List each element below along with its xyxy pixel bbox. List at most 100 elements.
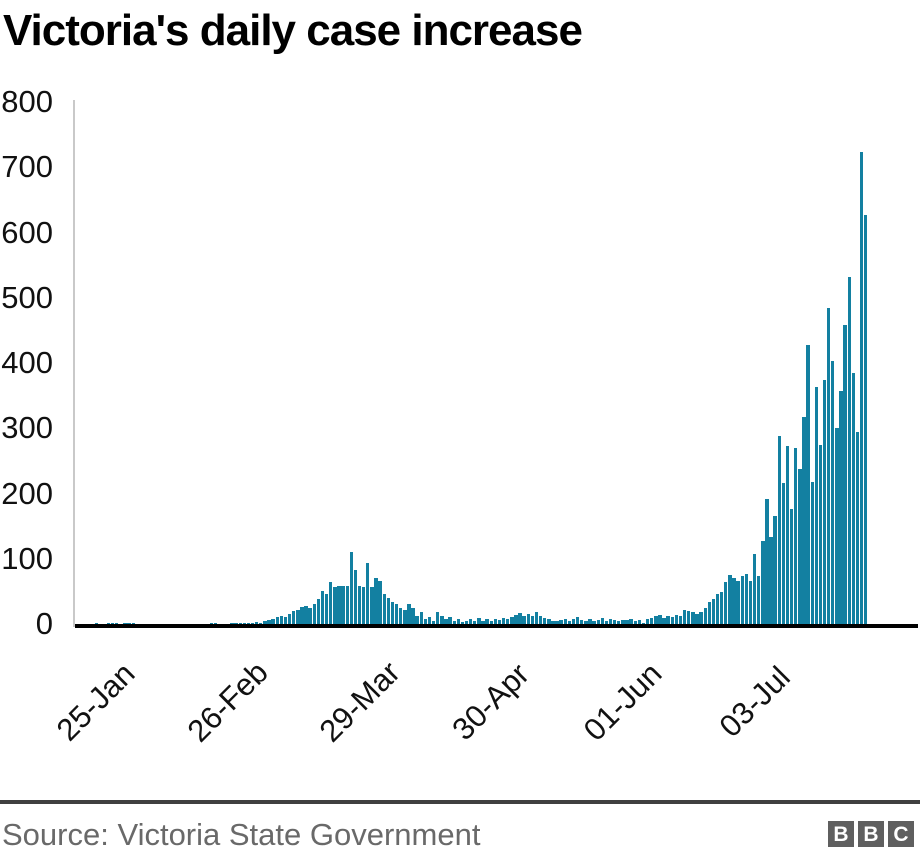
x-tick-label: 25-Jan — [49, 655, 142, 748]
bar — [386, 597, 391, 624]
bar — [794, 447, 798, 624]
bar — [250, 622, 255, 624]
bar — [382, 593, 386, 624]
bar — [678, 616, 683, 624]
bar — [588, 618, 592, 624]
bar — [547, 618, 551, 624]
bar — [773, 516, 777, 624]
bar — [324, 593, 329, 624]
bar — [423, 618, 428, 624]
bar — [715, 593, 720, 624]
bar — [106, 623, 111, 624]
bar — [592, 621, 596, 624]
bar — [596, 620, 600, 624]
bar — [473, 620, 477, 624]
x-tick-label: 26-Feb — [180, 654, 275, 749]
bar — [629, 618, 633, 624]
bar — [411, 607, 415, 624]
bar — [740, 576, 744, 624]
bar — [551, 620, 555, 624]
bar — [748, 580, 753, 624]
bbc-logo-block: B — [828, 821, 854, 847]
bar — [687, 610, 691, 624]
chart-title: Victoria's daily case increase — [3, 6, 583, 55]
bbc-logo-block: B — [858, 821, 884, 847]
y-tick-label: 200 — [1, 475, 53, 511]
bar — [320, 590, 325, 624]
bar — [271, 618, 275, 624]
bar — [530, 616, 535, 624]
bar — [699, 611, 703, 624]
bar — [691, 612, 695, 624]
bar — [403, 610, 407, 624]
bar — [436, 612, 440, 624]
bar — [456, 618, 460, 624]
bar — [94, 623, 98, 624]
bar — [781, 483, 786, 624]
bar — [329, 581, 333, 624]
bar — [744, 573, 749, 624]
bar — [292, 610, 296, 624]
bar — [526, 613, 530, 624]
bar — [366, 562, 370, 624]
bar — [485, 619, 489, 624]
y-tick-label: 800 — [1, 84, 53, 119]
bar — [711, 599, 716, 624]
bar — [370, 587, 374, 624]
bar — [789, 508, 794, 624]
bar — [361, 586, 366, 624]
bar — [682, 609, 687, 624]
bar — [493, 618, 498, 624]
bar — [279, 615, 284, 624]
bar — [477, 618, 481, 624]
bar — [518, 612, 522, 624]
bar — [650, 618, 654, 624]
bar — [267, 620, 271, 624]
bar — [522, 615, 526, 624]
bar — [571, 619, 576, 624]
bar — [695, 614, 699, 624]
bar — [814, 387, 819, 624]
bar — [617, 621, 621, 624]
y-tick-label: 100 — [1, 540, 53, 576]
bar — [514, 614, 518, 624]
bar — [641, 622, 646, 624]
bar — [300, 607, 304, 624]
y-tick-label: 700 — [1, 149, 53, 185]
bar — [563, 618, 567, 624]
bar — [246, 623, 251, 624]
bar — [468, 618, 473, 624]
bar — [448, 617, 452, 624]
bar — [234, 623, 238, 624]
bar — [769, 536, 773, 624]
bar — [534, 612, 539, 624]
bar — [859, 152, 864, 624]
bar — [263, 621, 267, 624]
bar — [559, 620, 563, 624]
bar — [333, 586, 337, 624]
bar — [259, 622, 263, 624]
bar — [555, 621, 559, 624]
bar — [304, 605, 308, 624]
bar — [777, 436, 781, 624]
bar — [115, 622, 119, 624]
bar — [600, 618, 605, 624]
bar — [431, 620, 436, 624]
bar — [543, 618, 547, 624]
y-tick-label: 400 — [1, 345, 53, 380]
bar — [575, 617, 580, 624]
bar — [567, 620, 572, 624]
bar — [341, 586, 345, 624]
bar — [489, 621, 493, 624]
bar — [633, 620, 637, 624]
bar — [752, 553, 757, 624]
bar — [736, 580, 740, 624]
x-tick-label: 29-Mar — [312, 654, 407, 749]
bar — [621, 620, 625, 624]
y-tick-label: 500 — [1, 279, 53, 315]
bar — [481, 620, 485, 624]
bar — [724, 582, 728, 624]
bar — [110, 623, 115, 624]
bar — [584, 620, 588, 624]
